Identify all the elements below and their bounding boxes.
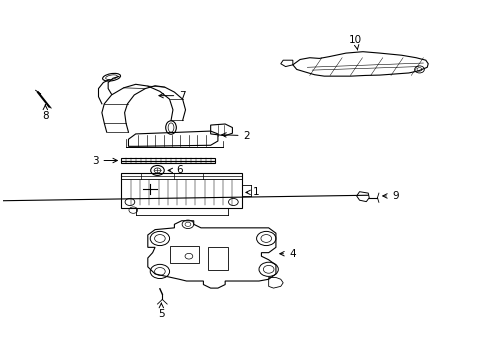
Text: 3: 3 [92,156,117,166]
Text: 10: 10 [348,35,362,50]
Text: 6: 6 [168,166,182,175]
Text: 8: 8 [42,105,48,121]
Text: 7: 7 [159,91,185,101]
Text: 5: 5 [158,303,164,319]
Text: 9: 9 [382,191,398,201]
Text: 4: 4 [279,249,295,259]
Text: 2: 2 [222,131,250,141]
Text: 1: 1 [245,188,259,197]
